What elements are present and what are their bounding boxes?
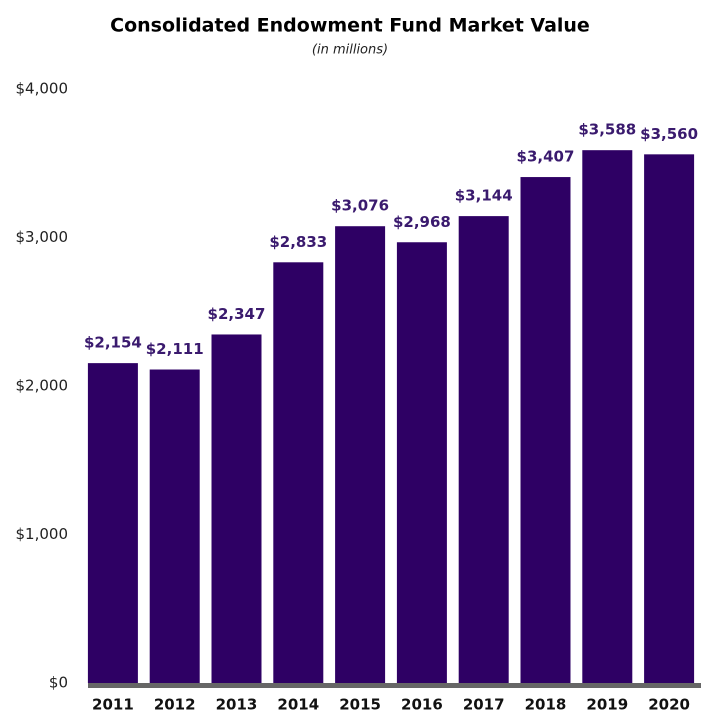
y-tick-label: $1,000 — [16, 525, 69, 543]
x-axis — [88, 683, 701, 688]
y-tick-label: $2,000 — [16, 377, 69, 395]
y-tick-label: $3,000 — [16, 228, 69, 246]
value-label: $2,968 — [393, 213, 451, 231]
bar — [520, 177, 571, 684]
x-tick-label: 2019 — [586, 696, 628, 713]
value-label: $3,588 — [578, 121, 636, 139]
chart-subtitle: (in millions) — [312, 43, 388, 58]
x-tick-label: 2016 — [401, 696, 443, 713]
bar — [582, 150, 633, 683]
bar — [149, 369, 200, 683]
x-tick-label: 2011 — [92, 696, 134, 713]
chart-title: Consolidated Endowment Fund Market Value — [110, 15, 590, 37]
value-label: $3,076 — [331, 197, 389, 215]
bar — [87, 363, 138, 683]
value-label: $3,560 — [640, 125, 698, 143]
value-label: $3,144 — [455, 187, 513, 205]
bar — [335, 226, 386, 684]
x-tick-label: 2020 — [648, 696, 690, 713]
bar — [458, 216, 509, 683]
x-tick-label: 2014 — [277, 696, 319, 713]
value-label: $2,833 — [269, 233, 327, 251]
x-tick-label: 2018 — [525, 696, 567, 713]
value-label: $2,347 — [208, 305, 266, 323]
bar — [273, 262, 324, 683]
y-tick-label: $0 — [49, 674, 68, 692]
bar — [396, 242, 447, 683]
x-tick-label: 2015 — [339, 696, 381, 713]
value-label: $2,154 — [84, 334, 142, 352]
value-label: $2,111 — [146, 340, 204, 358]
x-tick-label: 2013 — [216, 696, 258, 713]
bar — [211, 334, 262, 683]
bar — [644, 154, 695, 684]
x-tick-label: 2017 — [463, 696, 505, 713]
value-label: $3,407 — [517, 148, 575, 166]
y-tick-label: $4,000 — [16, 80, 69, 98]
x-tick-label: 2012 — [154, 696, 196, 713]
